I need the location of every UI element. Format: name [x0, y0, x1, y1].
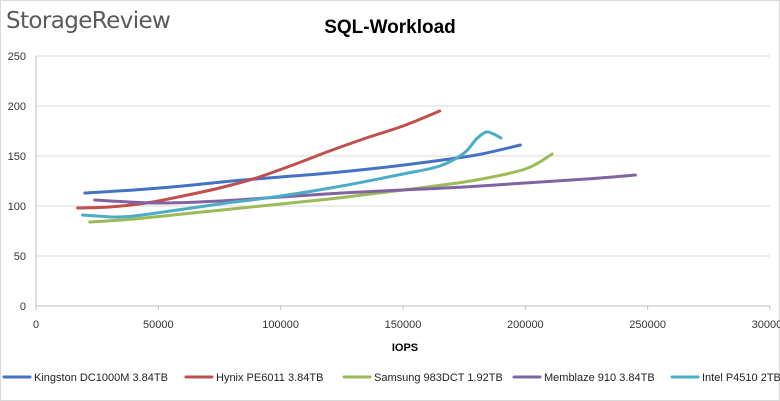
series-lines: [76, 109, 637, 224]
series-line-1: [76, 109, 442, 210]
x-tick-label: 0: [33, 319, 39, 331]
series-line-3: [93, 173, 637, 205]
y-tick-label: 250: [8, 51, 26, 63]
series-line-4: [81, 130, 503, 219]
x-tick-label: 150000: [385, 319, 422, 331]
legend-label: Hynix PE6011 3.84TB: [216, 372, 323, 384]
series-line-0: [83, 143, 522, 195]
x-tick-label: 300000: [752, 319, 780, 331]
storagereview-logo: StorageReview: [6, 8, 170, 34]
series-line-2: [88, 152, 554, 224]
legend-label: Intel P4510 2TB: [702, 372, 780, 384]
legend-label: Kingston DC1000M 3.84TB: [34, 372, 168, 384]
y-tick-label: 50: [14, 251, 26, 263]
x-tick-label: 50000: [143, 319, 174, 331]
axes: 0 50 100 150 200 250 0 50000 100000 150000 200000 2…: [8, 51, 780, 331]
legend-label: Memblaze 910 3.84TB: [544, 372, 655, 384]
gridlines: [36, 55, 770, 257]
chart-title: SQL-Workload: [324, 17, 456, 38]
legend-label: Samsung 983DCT 1.92TB: [374, 372, 503, 384]
y-tick-label: 0: [20, 301, 26, 313]
y-tick-label: 100: [8, 201, 26, 213]
y-tick-label: 150: [8, 151, 26, 163]
x-axis-label: IOPS: [392, 342, 418, 354]
x-tick-label: 250000: [629, 319, 666, 331]
y-tick-label: 200: [8, 101, 26, 113]
x-tick-label: 200000: [507, 319, 544, 331]
x-tick-label: 100000: [262, 319, 299, 331]
legend: Kingston DC1000M 3.84TB Hynix PE6011 3.84…: [2, 372, 780, 384]
